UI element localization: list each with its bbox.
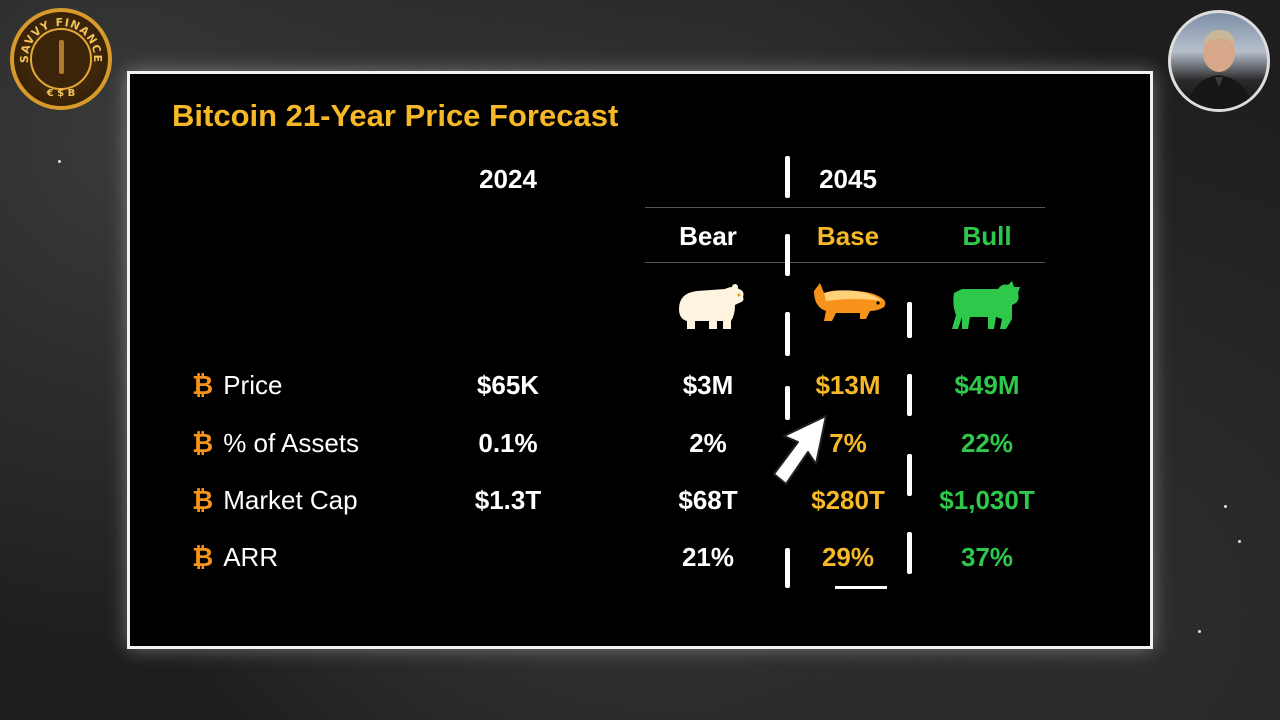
background-speck	[1224, 505, 1227, 508]
market-cap-base-cell: $280T	[811, 485, 885, 515]
price-bull-cell: $49M	[954, 370, 1020, 400]
mouse-pointer-icon	[773, 415, 827, 485]
honey-badger-icon	[814, 283, 886, 321]
assets-base-cell: 7%	[829, 428, 867, 458]
logo-symbols: € $ B	[46, 88, 76, 99]
dash-divider	[907, 454, 912, 496]
row-label-arr: ₿ ARR	[192, 542, 279, 572]
background-speck	[1198, 630, 1201, 633]
presenter-avatar	[1168, 10, 1270, 112]
year-2045-header: 2045	[819, 164, 877, 194]
channel-logo: SAVVY FINANCE € $ B	[10, 8, 112, 110]
arr-bear-cell: 21%	[681, 542, 735, 572]
header-divider-top	[645, 207, 1045, 208]
bear-icon	[679, 284, 744, 329]
forecast-slide: Bitcoin 21-Year Price Forecast 2024 2045…	[127, 71, 1153, 649]
scenario-bull-header: Bull	[962, 221, 1012, 251]
dash-divider	[785, 386, 790, 420]
row-label-assets: ₿ % of Assets	[192, 428, 360, 458]
year-2024-header: 2024	[479, 164, 537, 194]
assets-bear-cell: 2%	[689, 428, 727, 458]
background-speck	[58, 160, 61, 163]
price-2024-cell: $65K	[476, 370, 540, 400]
bitcoin-icon: ₿	[192, 428, 214, 458]
dash-divider	[907, 374, 912, 416]
market-cap-2024-cell: $1.3T	[474, 485, 542, 515]
bitcoin-icon: ₿	[192, 485, 214, 515]
background-speck	[1238, 540, 1241, 543]
market-cap-bear-cell: $68T	[678, 485, 738, 515]
scenario-bear-header: Bear	[679, 221, 737, 251]
assets-bull-cell: 22%	[960, 428, 1014, 458]
dash-divider-horizontal	[835, 586, 887, 589]
price-bear-cell: $3M	[682, 370, 734, 400]
row-label-market-cap: ₿ Market Cap	[192, 485, 358, 515]
bull-icon	[952, 281, 1020, 329]
logo-emblem-icon: SAVVY FINANCE € $ B	[18, 16, 103, 99]
arr-bull-cell: 37%	[960, 542, 1014, 572]
scenario-base-header: Base	[816, 221, 880, 251]
assets-2024-cell: 0.1%	[478, 428, 538, 458]
dash-divider	[785, 234, 790, 276]
dash-divider	[907, 302, 912, 338]
dash-divider	[785, 312, 790, 356]
arr-base-cell: 29%	[821, 542, 875, 572]
bitcoin-icon: ₿	[192, 370, 214, 400]
dash-divider	[785, 156, 790, 198]
bitcoin-icon: ₿	[192, 542, 214, 572]
dash-divider	[907, 532, 912, 574]
price-base-cell: $13M	[815, 370, 881, 400]
market-cap-bull-cell: $1,030T	[939, 485, 1035, 515]
slide-title: Bitcoin 21-Year Price Forecast	[172, 98, 619, 133]
dash-divider	[785, 548, 790, 588]
presenter-photo-icon	[1187, 29, 1253, 109]
row-label-price: ₿ Price	[192, 370, 283, 400]
header-divider-bottom	[645, 262, 1045, 263]
